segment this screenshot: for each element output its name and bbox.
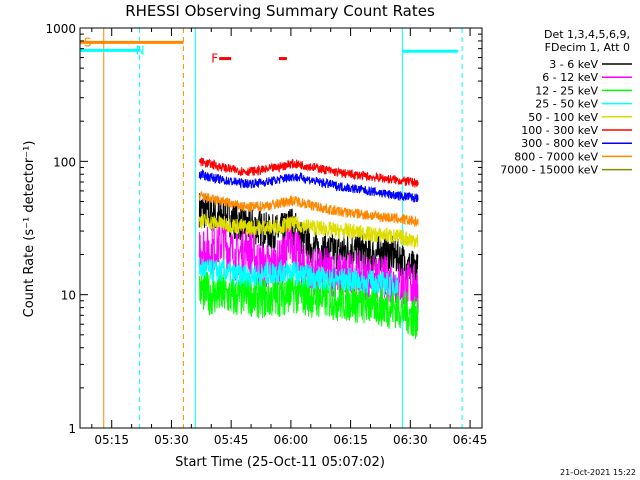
legend-entry-label: 300 - 800 keV xyxy=(521,137,598,150)
flag-n-label: N xyxy=(136,43,145,57)
series-line xyxy=(198,157,419,188)
legend-header-line: Det 1,3,4,5,6,9, xyxy=(544,28,630,41)
x-tick-label: 06:30 xyxy=(393,433,428,447)
x-tick-label: 06:15 xyxy=(333,433,368,447)
legend-header-line: FDecim 1, Att 0 xyxy=(545,41,630,54)
footer-stamp: 21-Oct-2021 15:22 xyxy=(560,468,636,477)
y-tick-label: 1 xyxy=(68,422,76,436)
legend-entry-label: 50 - 100 keV xyxy=(528,111,598,124)
plot-frame xyxy=(79,27,483,429)
x-tick-label: 05:15 xyxy=(94,433,129,447)
series-line xyxy=(198,270,419,340)
y-axis-label: Count Rate (s⁻¹ detector⁻¹) xyxy=(22,141,37,318)
chart-title: RHESSI Observing Summary Count Rates xyxy=(125,2,435,20)
series-line xyxy=(198,257,399,296)
x-tick-label: 05:45 xyxy=(214,433,249,447)
x-tick-label: 06:00 xyxy=(274,433,309,447)
legend-entry-label: 25 - 50 keV xyxy=(535,98,598,111)
legend-entry-label: 3 - 6 keV xyxy=(549,58,598,71)
x-tick-label: 06:45 xyxy=(453,433,488,447)
series-line xyxy=(198,190,419,227)
series-line xyxy=(198,168,419,203)
legend-entry-label: 7000 - 15000 keV xyxy=(500,164,598,177)
legend-entry-label: 800 - 7000 keV xyxy=(514,150,598,163)
legend-entry-label: 6 - 12 keV xyxy=(542,71,598,84)
legend-entry-label: 12 - 25 keV xyxy=(535,84,598,97)
y-tick-label: 10 xyxy=(61,289,76,303)
flag-f-label: F xyxy=(211,52,218,66)
legend: Det 1,3,4,5,6,9,FDecim 1, Att 0 3 - 6 keV… xyxy=(500,28,632,177)
y-tick-label: 1000 xyxy=(45,22,76,36)
x-axis-label: Start Time (25-Oct-11 05:07:02) xyxy=(175,455,385,470)
y-tick-label: 100 xyxy=(53,155,76,169)
legend-entry-label: 100 - 300 keV xyxy=(521,124,598,137)
axes: 05:15 05:30 05:45 06:00 06:15 06:30 06:45 1 10 10… xyxy=(45,22,487,447)
series-layer xyxy=(79,40,459,340)
x-tick-label: 05:30 xyxy=(154,433,189,447)
series-line xyxy=(198,213,419,249)
series-line xyxy=(198,193,419,289)
